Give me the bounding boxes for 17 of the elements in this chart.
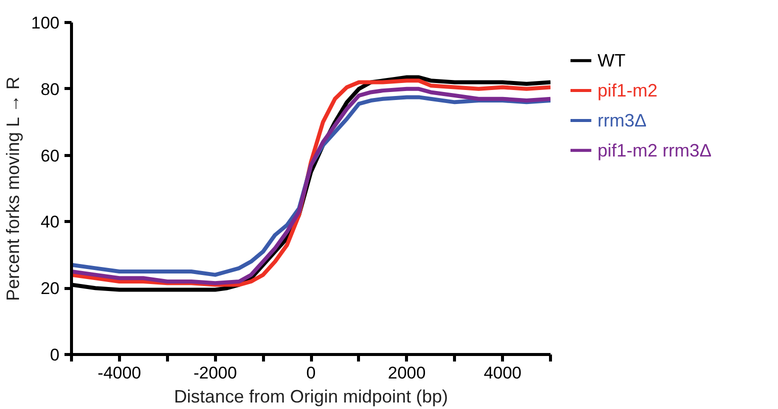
legend-label: pif1-m2 rrm3Δ bbox=[598, 140, 712, 160]
y-tick-label: 40 bbox=[40, 212, 60, 232]
x-tick-label: -4000 bbox=[98, 364, 142, 382]
y-tick-label: 20 bbox=[40, 279, 60, 298]
x-tick-label: 4000 bbox=[484, 364, 522, 382]
y-tick-label: 60 bbox=[40, 146, 60, 166]
y-tick-label: 100 bbox=[31, 14, 60, 32]
y-tick-label: 0 bbox=[50, 346, 60, 364]
x-tick-label: 2000 bbox=[388, 364, 426, 382]
x-tick-label: 0 bbox=[306, 364, 316, 382]
x-axis-title: Distance from Origin midpoint (bp) bbox=[174, 386, 448, 406]
x-tick-label: -2000 bbox=[193, 364, 237, 382]
legend-label: rrm3Δ bbox=[598, 110, 647, 130]
legend-label: pif1-m2 bbox=[598, 80, 658, 101]
y-tick-label: 80 bbox=[40, 80, 60, 99]
y-axis-title: Percent forks moving L → R bbox=[3, 76, 24, 302]
legend-label: WT bbox=[598, 50, 626, 71]
